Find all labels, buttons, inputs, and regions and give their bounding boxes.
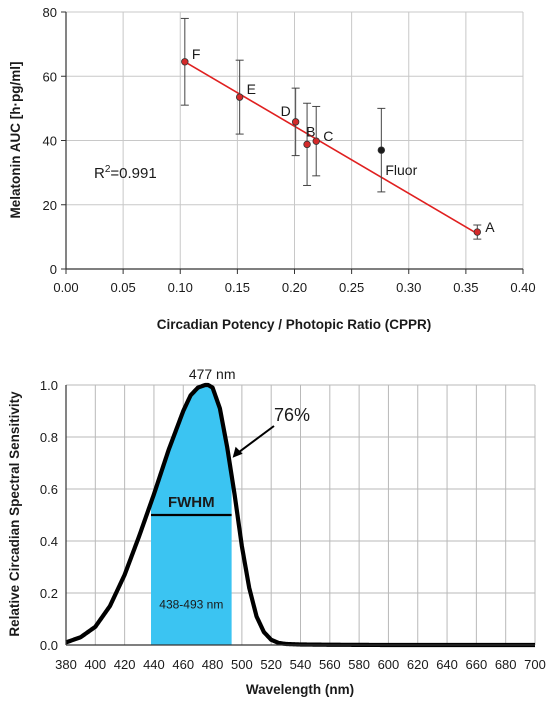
y-tick-label: 40 (43, 134, 57, 149)
y-tick-label: 20 (43, 198, 57, 213)
axes (65, 385, 535, 646)
y-tick-label: 0.6 (40, 482, 58, 497)
x-tick-label: 560 (319, 657, 341, 672)
x-tick-label: 0.15 (225, 280, 250, 295)
r-squared-annotation: R2=0.991 (94, 164, 157, 182)
point-marker (312, 137, 320, 145)
y-tick-label: 0.2 (40, 586, 58, 601)
point-label: A (485, 219, 495, 235)
x-tick-label: 0.05 (110, 280, 135, 295)
data-point: E (235, 59, 256, 135)
point-label: C (323, 128, 333, 144)
x-tick-label: 0.40 (510, 280, 535, 295)
x-axis-title: Wavelength (nm) (246, 682, 354, 697)
data-point: A (473, 219, 495, 240)
y-tick-label: 0.0 (40, 638, 58, 653)
annotations: FWHM 438-493 nm 477 nm 76% (151, 366, 310, 612)
point-marker (473, 228, 481, 236)
x-tick-label: 680 (495, 657, 517, 672)
point-marker (235, 93, 244, 101)
percent-label: 76% (274, 405, 310, 425)
circadian-sensitivity-chart: 380 400 420 440 460 480 500 520 540 560 580 600 620 6… (7, 366, 546, 697)
x-tick-label: 0.10 (168, 280, 193, 295)
point-label: D (281, 103, 291, 119)
x-tick-labels: 0.00 0.05 0.10 0.15 0.20 0.25 0.30 0.35 0.40 (53, 280, 535, 295)
x-tick-label: 480 (202, 657, 224, 672)
x-tick-labels: 380 400 420 440 460 480 500 520 540 560 580 600 620 6… (55, 657, 546, 672)
fwhm-range-label: 438-493 nm (159, 598, 223, 612)
melatonin-cppr-chart: 0.00 0.05 0.10 0.15 0.20 0.25 0.30 0.35 0.40 0 20… (8, 5, 536, 332)
data-point: C (312, 105, 333, 177)
point-label: Fluor (385, 162, 417, 178)
x-tick-label: 580 (348, 657, 370, 672)
y-tick-label: 1.0 (40, 378, 58, 393)
x-tick-label: 400 (84, 657, 106, 672)
data-point: F (180, 17, 201, 106)
point-label: E (247, 81, 256, 97)
y-tick-label: 60 (43, 69, 57, 84)
x-tick-label: 540 (290, 657, 312, 672)
x-axis-title: Circadian Potency / Photopic Ratio (CPPR… (157, 317, 432, 332)
y-tick-label: 0 (50, 262, 57, 277)
point-marker (377, 146, 386, 154)
y-axis-title: Relative Circadian Spectral Sensitivity (7, 391, 22, 637)
data-point: D (281, 87, 300, 157)
y-tick-label: 0.8 (40, 430, 58, 445)
x-tick-label: 600 (378, 657, 400, 672)
x-tick-label: 500 (231, 657, 253, 672)
y-axis-title: Melatonin AUC [h·pg/ml] (8, 62, 23, 219)
arrow-shaft (236, 425, 275, 455)
x-tick-label: 0.00 (53, 280, 78, 295)
x-tick-label: 380 (55, 657, 77, 672)
fit-line (184, 61, 478, 235)
axes (61, 11, 524, 274)
x-tick-label: 520 (260, 657, 282, 672)
x-tick-label: 420 (114, 657, 136, 672)
y-tick-label: 80 (43, 5, 57, 20)
x-tick-label: 700 (524, 657, 546, 672)
x-tick-label: 660 (466, 657, 488, 672)
point-label: F (192, 46, 201, 62)
x-tick-label: 460 (172, 657, 194, 672)
x-tick-label: 640 (436, 657, 458, 672)
arrow-head (232, 446, 243, 458)
y-tick-labels: 0 20 40 60 80 (43, 5, 57, 277)
x-tick-label: 440 (143, 657, 165, 672)
point-marker (303, 140, 311, 149)
x-tick-label: 620 (407, 657, 429, 672)
data-points: F E DB C Fluor A (180, 17, 495, 240)
regression-line (184, 61, 478, 235)
y-tick-label: 0.4 (40, 534, 58, 549)
data-point: B (303, 102, 315, 186)
point-marker (291, 118, 300, 126)
data-point: Fluor (377, 107, 418, 193)
point-label: B (306, 123, 315, 139)
x-tick-label: 0.25 (339, 280, 364, 295)
y-tick-labels: 0.0 0.2 0.4 0.6 0.8 1.0 (40, 378, 58, 653)
fwhm-label: FWHM (168, 494, 215, 511)
peak-label: 477 nm (189, 366, 236, 382)
x-tick-label: 0.35 (453, 280, 478, 295)
x-tick-label: 0.30 (396, 280, 421, 295)
x-tick-label: 0.20 (282, 280, 307, 295)
point-marker (181, 58, 189, 66)
